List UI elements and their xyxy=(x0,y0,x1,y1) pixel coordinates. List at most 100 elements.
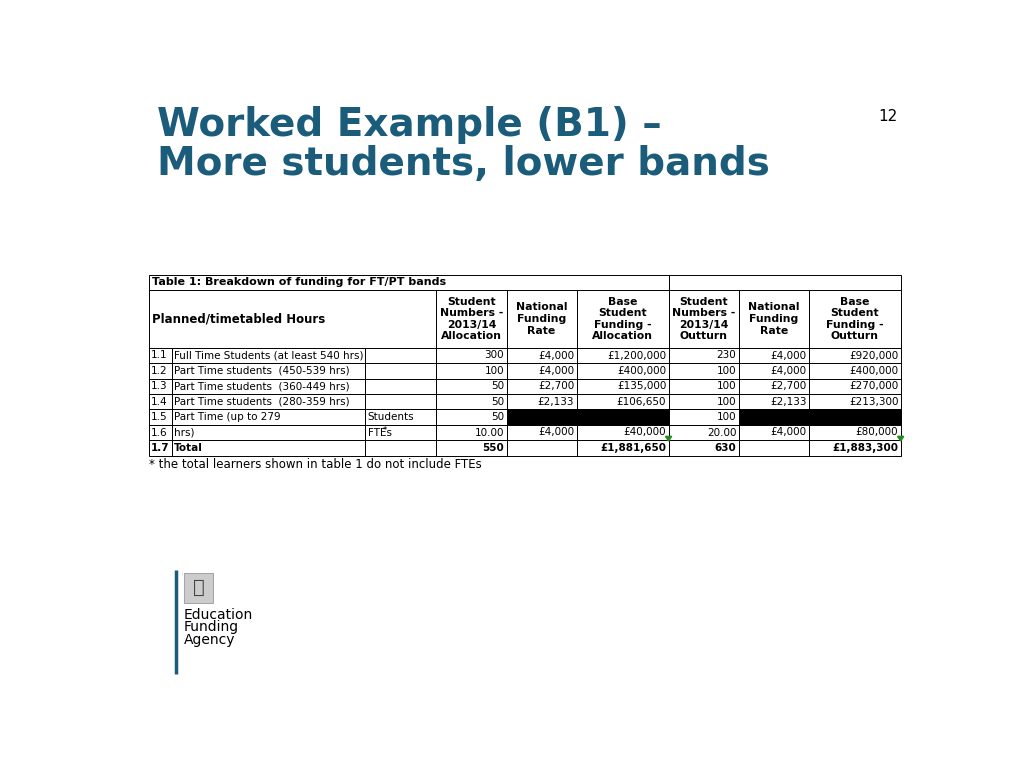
Text: 1.4: 1.4 xyxy=(151,397,167,407)
Bar xyxy=(366,348,436,363)
Bar xyxy=(148,290,436,348)
Bar xyxy=(366,409,436,425)
Text: £4,000: £4,000 xyxy=(538,428,574,438)
Text: £213,300: £213,300 xyxy=(849,397,898,407)
Bar xyxy=(507,425,577,440)
Bar xyxy=(172,394,366,409)
Text: hrs): hrs) xyxy=(174,428,195,438)
Text: £1,200,000: £1,200,000 xyxy=(607,350,667,360)
Bar xyxy=(809,379,901,394)
Bar xyxy=(436,409,507,425)
Bar xyxy=(738,290,809,348)
Bar xyxy=(366,394,436,409)
Text: £2,133: £2,133 xyxy=(538,397,574,407)
Bar xyxy=(738,425,809,440)
Bar xyxy=(738,440,809,455)
Bar xyxy=(507,394,577,409)
Text: National
Funding
Rate: National Funding Rate xyxy=(516,303,567,336)
Bar xyxy=(809,394,901,409)
Text: Part Time students  (280-359 hrs): Part Time students (280-359 hrs) xyxy=(174,397,350,407)
Text: 100: 100 xyxy=(717,381,736,392)
Bar xyxy=(148,409,172,425)
Text: 1.6: 1.6 xyxy=(151,428,167,438)
Bar xyxy=(577,348,669,363)
Text: Part Time students  (450-539 hrs): Part Time students (450-539 hrs) xyxy=(174,366,350,376)
Bar xyxy=(738,348,809,363)
Text: £400,000: £400,000 xyxy=(849,366,898,376)
Bar xyxy=(669,394,738,409)
Text: More students, lower bands: More students, lower bands xyxy=(158,144,770,183)
Text: £1,881,650: £1,881,650 xyxy=(600,443,667,453)
Text: *: * xyxy=(383,425,387,435)
Bar xyxy=(183,574,213,603)
Text: 1.5: 1.5 xyxy=(151,412,167,422)
Text: £40,000: £40,000 xyxy=(624,428,667,438)
Text: Part Time students  (360-449 hrs): Part Time students (360-449 hrs) xyxy=(174,381,350,392)
Bar xyxy=(436,363,507,379)
Bar xyxy=(436,379,507,394)
Bar xyxy=(148,275,669,290)
Text: 1.1: 1.1 xyxy=(151,350,167,360)
Text: National
Funding
Rate: National Funding Rate xyxy=(748,303,800,336)
Bar xyxy=(669,425,738,440)
Text: £2,133: £2,133 xyxy=(770,397,806,407)
Text: 630: 630 xyxy=(715,443,736,453)
Bar xyxy=(809,348,901,363)
Bar xyxy=(436,348,507,363)
Text: 50: 50 xyxy=(492,412,504,422)
Text: 300: 300 xyxy=(484,350,504,360)
Text: Base
Student
Funding -
Outturn: Base Student Funding - Outturn xyxy=(826,296,884,341)
Bar xyxy=(507,290,577,348)
Bar xyxy=(738,363,809,379)
Bar xyxy=(436,290,507,348)
Text: £400,000: £400,000 xyxy=(617,366,667,376)
Text: Part Time (up to 279: Part Time (up to 279 xyxy=(174,412,281,422)
Text: 550: 550 xyxy=(482,443,504,453)
Bar xyxy=(148,379,172,394)
Text: 100: 100 xyxy=(717,397,736,407)
Bar xyxy=(669,348,738,363)
Text: Education: Education xyxy=(183,608,253,622)
Text: 50: 50 xyxy=(492,397,504,407)
Bar xyxy=(577,409,669,425)
Bar xyxy=(436,394,507,409)
Text: 12: 12 xyxy=(879,109,898,124)
Bar xyxy=(366,379,436,394)
Bar xyxy=(172,363,366,379)
Bar xyxy=(577,440,669,455)
Text: Worked Example (B1) –: Worked Example (B1) – xyxy=(158,106,663,144)
Text: Student
Numbers -
2013/14
Allocation: Student Numbers - 2013/14 Allocation xyxy=(439,296,503,341)
Text: £106,650: £106,650 xyxy=(616,397,667,407)
Bar xyxy=(669,290,738,348)
Bar xyxy=(809,363,901,379)
Bar xyxy=(577,425,669,440)
Text: £2,700: £2,700 xyxy=(770,381,806,392)
Text: Students: Students xyxy=(368,412,415,422)
Bar xyxy=(507,379,577,394)
Polygon shape xyxy=(898,436,904,441)
Text: 1.2: 1.2 xyxy=(151,366,167,376)
Bar xyxy=(148,440,172,455)
Bar xyxy=(577,379,669,394)
Bar xyxy=(436,440,507,455)
Text: Table 1: Breakdown of funding for FT/PT bands: Table 1: Breakdown of funding for FT/PT … xyxy=(152,277,446,287)
Bar xyxy=(366,363,436,379)
Bar xyxy=(436,425,507,440)
Text: 1.3: 1.3 xyxy=(151,381,167,392)
Text: Planned/timetabled Hours: Planned/timetabled Hours xyxy=(152,313,326,326)
Text: 1.7: 1.7 xyxy=(151,443,169,453)
Text: £2,700: £2,700 xyxy=(538,381,574,392)
Bar xyxy=(738,409,809,425)
Bar xyxy=(507,363,577,379)
Bar xyxy=(669,379,738,394)
Bar xyxy=(172,425,366,440)
Bar xyxy=(577,394,669,409)
Text: 50: 50 xyxy=(492,381,504,392)
Text: Base
Student
Funding -
Allocation: Base Student Funding - Allocation xyxy=(592,296,653,341)
Bar xyxy=(809,409,901,425)
Text: £4,000: £4,000 xyxy=(538,350,574,360)
Bar xyxy=(172,379,366,394)
Bar xyxy=(366,440,436,455)
Text: FTEs: FTEs xyxy=(368,428,391,438)
Bar xyxy=(172,409,366,425)
